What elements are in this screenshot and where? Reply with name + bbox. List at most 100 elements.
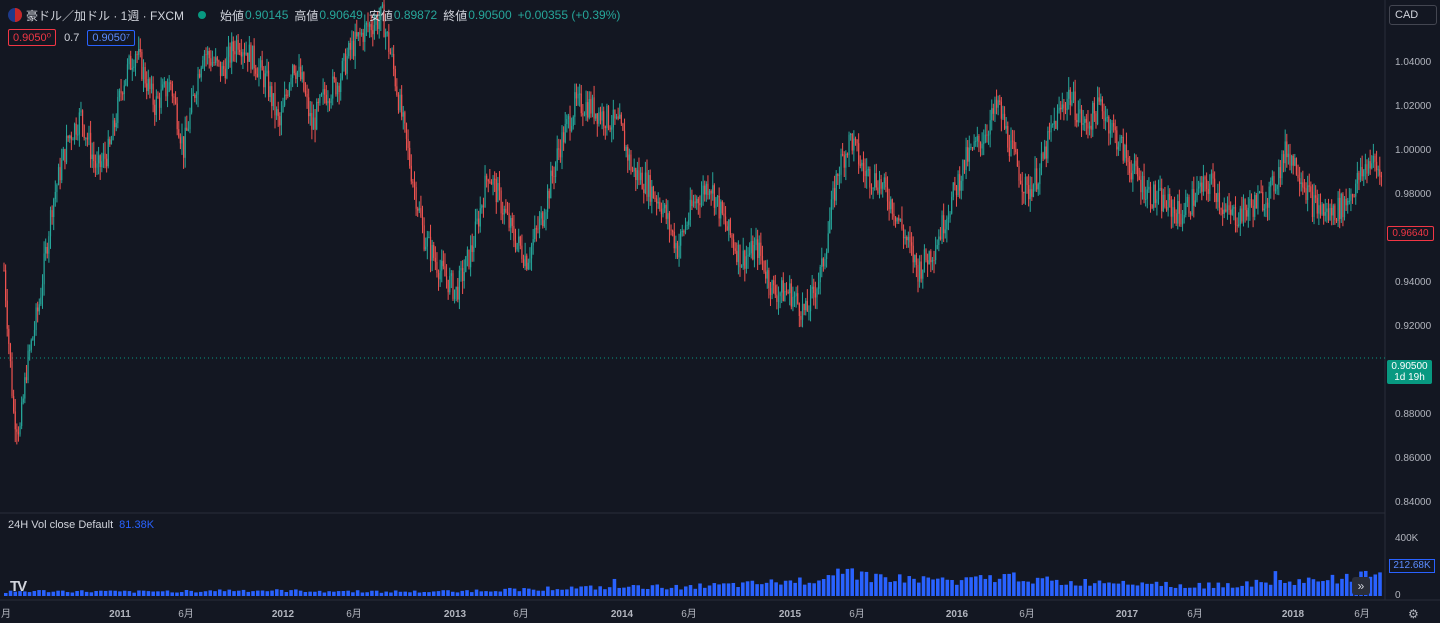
candle-body [463, 271, 465, 281]
candle-body [734, 248, 736, 251]
candle-body [697, 198, 699, 204]
candle-body [65, 135, 68, 163]
volume-bar [1273, 571, 1278, 596]
candle-body [1324, 212, 1326, 216]
candle-body [1148, 186, 1150, 190]
candle-body [388, 32, 390, 52]
volume-bar [194, 592, 198, 596]
candle-body [1318, 205, 1320, 214]
volume-bar [931, 579, 935, 596]
volume-bar [160, 591, 165, 596]
candle-body [949, 213, 951, 218]
volume-bar [636, 585, 640, 596]
candle-body [271, 86, 273, 107]
candle-body [1060, 107, 1062, 110]
candle-body [77, 134, 79, 136]
candle-body [987, 134, 990, 136]
sell-button[interactable]: 0.9050⁰ [8, 29, 57, 46]
volume-bar [198, 591, 203, 596]
volume-bar [308, 591, 312, 596]
volume-bar [546, 586, 550, 596]
candle-body [1242, 199, 1245, 222]
volume-bar [75, 591, 79, 596]
volume-bar [569, 586, 574, 596]
volume-bar [1216, 582, 1221, 596]
candle-body [736, 250, 738, 263]
candle-body [311, 113, 313, 130]
candle-body [1302, 182, 1304, 188]
candle-body [1149, 186, 1152, 206]
volume-bar [1102, 583, 1106, 596]
candle-body [239, 49, 241, 53]
volume-bar [1249, 586, 1254, 596]
candle-body [218, 60, 220, 62]
volume-bar [1116, 583, 1121, 596]
volume-bar [493, 591, 498, 596]
candle-body [189, 112, 191, 130]
currency-button[interactable]: CAD [1389, 5, 1437, 25]
candle-body [1002, 113, 1004, 119]
candle-body [264, 73, 266, 88]
candle-body [277, 109, 279, 117]
candle-body [906, 237, 908, 241]
chart-header: 豪ドル／加ドル · 1週 · FXCM 始値 0.90145 高値 0.9064… [8, 6, 620, 24]
candle-body [1098, 97, 1100, 102]
volume-bar [779, 584, 783, 596]
candle-body [901, 219, 903, 229]
candle-body [1161, 188, 1163, 212]
candle-body [753, 244, 756, 260]
gear-icon[interactable]: ⚙ [1408, 607, 1419, 621]
volume-bar [189, 590, 194, 596]
candle-body [442, 260, 444, 267]
candle-body [428, 236, 430, 238]
candle-body [14, 411, 16, 430]
candle-body [1103, 111, 1105, 122]
x-tick-label: 6月 [178, 608, 194, 620]
candle-body [553, 175, 555, 177]
candle-body [1189, 213, 1192, 215]
volume-bar [517, 591, 522, 596]
candle-body [1234, 206, 1237, 226]
candle-body [1291, 155, 1293, 166]
candle-body [1159, 188, 1161, 190]
buy-button[interactable]: 0.9050⁷ [87, 29, 135, 46]
volume-bar [522, 588, 526, 596]
candle-body [1052, 123, 1054, 125]
candle-body [737, 244, 739, 263]
candle-body [979, 142, 982, 149]
candle-body [1053, 120, 1055, 124]
candle-body [676, 243, 679, 258]
candle-body [741, 265, 743, 268]
candle-body [673, 231, 675, 249]
candle-body [1347, 200, 1349, 206]
candle-body [368, 24, 371, 27]
candle-body [580, 93, 582, 114]
volume-bar [964, 577, 969, 596]
candle-body [955, 185, 958, 196]
candle-body [1271, 176, 1273, 181]
volume-bar [222, 591, 227, 596]
current-price-value: 0.90500 [1391, 361, 1428, 372]
candle-body [391, 53, 393, 55]
candle-body [282, 105, 284, 113]
candle-body [1334, 205, 1336, 220]
volume-bar [184, 589, 189, 596]
candle-body [939, 236, 942, 240]
volume-bar [836, 568, 840, 596]
candle-body [1151, 205, 1153, 208]
candle-body [1351, 194, 1354, 197]
volume-bar [1035, 577, 1040, 596]
volume-bar [1235, 587, 1240, 596]
x-tick-label: 6月 [1354, 608, 1370, 620]
volume-bar [916, 582, 921, 596]
volume-bar [8, 590, 13, 596]
volume-bar [417, 592, 422, 596]
candle-body [1076, 120, 1078, 123]
candle-body [410, 165, 412, 182]
candle-body [510, 217, 512, 228]
double-chevron-right-icon[interactable]: » [1352, 577, 1370, 595]
tradingview-logo[interactable]: TV [10, 578, 27, 595]
candle-body [1265, 202, 1267, 209]
symbol-title[interactable]: 豪ドル／加ドル · 1週 · FXCM [26, 8, 184, 23]
